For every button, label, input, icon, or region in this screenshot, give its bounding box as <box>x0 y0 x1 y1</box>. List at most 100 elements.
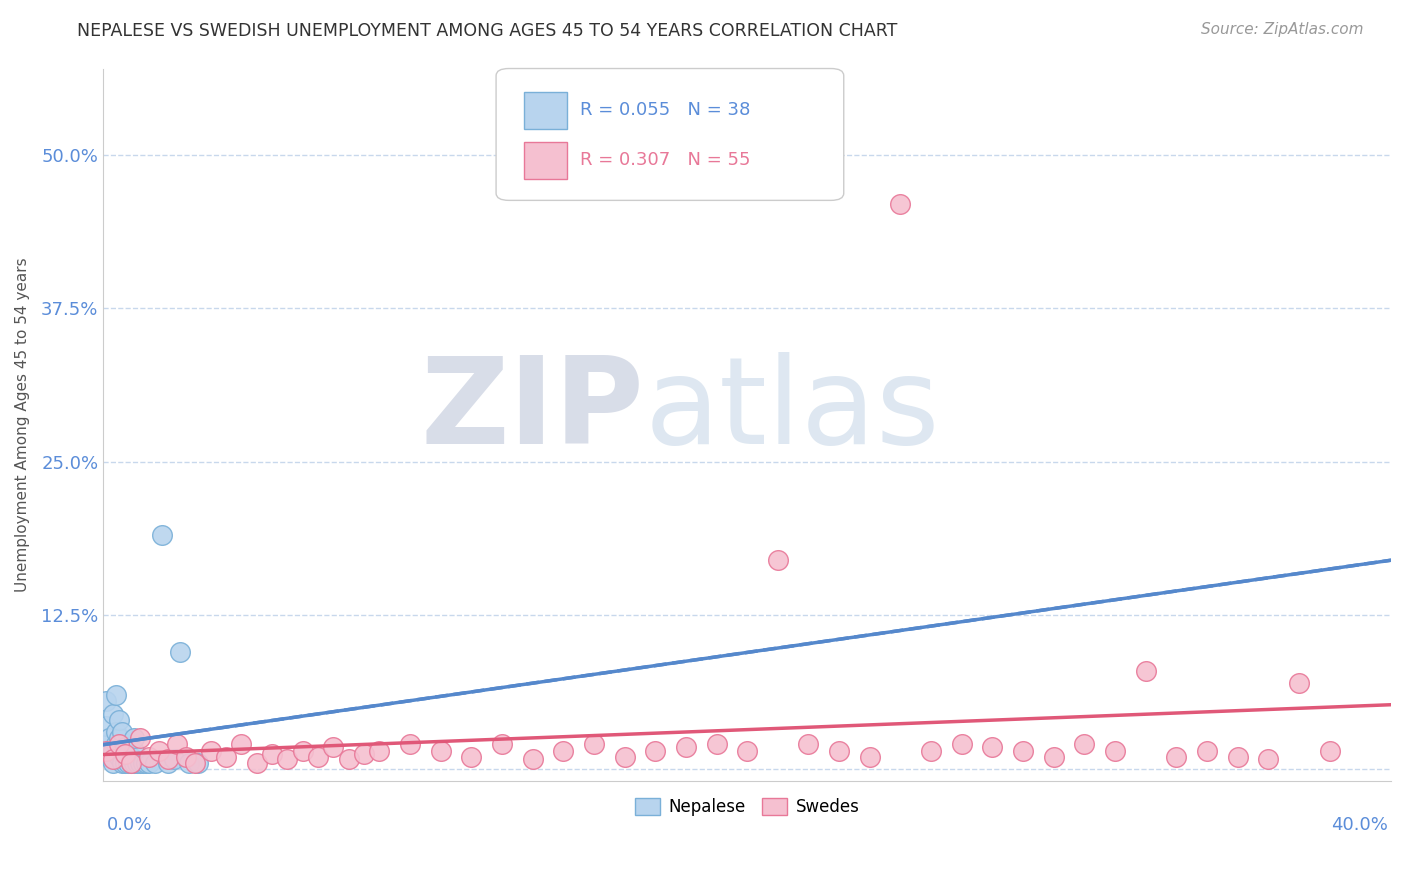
Point <box>138 749 160 764</box>
Point <box>111 756 134 770</box>
Point <box>135 756 157 770</box>
Point <box>1012 743 1035 757</box>
Point <box>104 738 127 752</box>
Point <box>163 752 186 766</box>
Point <box>101 756 124 770</box>
Point <box>104 688 127 702</box>
Point <box>184 756 207 770</box>
Point <box>169 645 191 659</box>
Point <box>706 738 728 752</box>
Point <box>399 738 422 752</box>
Point <box>114 739 136 754</box>
Text: Source: ZipAtlas.com: Source: ZipAtlas.com <box>1201 22 1364 37</box>
Point <box>132 756 155 770</box>
Point <box>1042 749 1064 764</box>
Point <box>187 756 209 770</box>
Point <box>307 749 329 764</box>
Point <box>145 756 167 770</box>
Point <box>101 743 124 757</box>
Point <box>107 749 129 764</box>
Point <box>120 756 142 770</box>
Point <box>981 739 1004 754</box>
Point <box>1195 743 1218 757</box>
Text: NEPALESE VS SWEDISH UNEMPLOYMENT AMONG AGES 45 TO 54 YEARS CORRELATION CHART: NEPALESE VS SWEDISH UNEMPLOYMENT AMONG A… <box>77 22 897 40</box>
Point <box>98 749 121 764</box>
Point <box>174 749 197 764</box>
Point <box>491 738 513 752</box>
Point <box>1257 752 1279 766</box>
Point <box>98 731 121 746</box>
Point <box>231 738 253 752</box>
Point <box>101 706 124 721</box>
Point <box>107 738 129 752</box>
Point <box>337 752 360 766</box>
Point <box>920 743 942 757</box>
Point <box>766 553 789 567</box>
Point <box>675 739 697 754</box>
Point <box>125 756 148 770</box>
Point <box>96 738 118 752</box>
Point <box>1073 738 1095 752</box>
Text: 40.0%: 40.0% <box>1331 815 1388 834</box>
Y-axis label: Unemployment Among Ages 45 to 54 years: Unemployment Among Ages 45 to 54 years <box>15 258 30 592</box>
Point <box>96 694 118 708</box>
Point <box>104 725 127 739</box>
Point <box>111 743 134 757</box>
Point <box>114 747 136 762</box>
Point <box>96 719 118 733</box>
FancyBboxPatch shape <box>524 142 567 179</box>
Text: atlas: atlas <box>644 352 939 469</box>
FancyBboxPatch shape <box>496 69 844 201</box>
Point <box>322 739 344 754</box>
Point <box>120 749 142 764</box>
Point <box>117 747 139 762</box>
Text: R = 0.307   N = 55: R = 0.307 N = 55 <box>579 151 751 169</box>
Point <box>553 743 575 757</box>
Point <box>1104 743 1126 757</box>
Point <box>613 749 636 764</box>
Point <box>644 743 666 757</box>
Point <box>1135 664 1157 678</box>
Point <box>1166 749 1188 764</box>
Point <box>148 743 170 757</box>
Point <box>96 743 118 757</box>
Point <box>276 752 298 766</box>
Point <box>179 756 201 770</box>
Point <box>1226 749 1249 764</box>
Point <box>353 747 375 762</box>
Point <box>122 731 145 746</box>
Point <box>200 743 222 757</box>
Point <box>122 756 145 770</box>
Legend: Nepalese, Swedes: Nepalese, Swedes <box>628 791 866 822</box>
Point <box>1319 743 1341 757</box>
Text: R = 0.055   N = 38: R = 0.055 N = 38 <box>579 101 751 119</box>
Point <box>522 752 544 766</box>
Point <box>156 756 179 770</box>
Point <box>111 725 134 739</box>
Point <box>735 743 758 757</box>
Point <box>150 528 173 542</box>
Point <box>117 756 139 770</box>
Point <box>859 749 882 764</box>
Point <box>429 743 451 757</box>
Text: ZIP: ZIP <box>420 352 644 469</box>
Point <box>138 756 160 770</box>
Point <box>889 196 911 211</box>
Point <box>950 738 973 752</box>
Point <box>828 743 851 757</box>
Point <box>291 743 314 757</box>
Point <box>122 743 145 757</box>
Point <box>460 749 482 764</box>
Point <box>107 731 129 746</box>
Point <box>156 752 179 766</box>
Point <box>129 756 152 770</box>
Point <box>246 756 269 770</box>
Point <box>215 749 238 764</box>
Point <box>368 743 391 757</box>
Point <box>582 738 605 752</box>
Point <box>120 756 142 770</box>
Point <box>129 731 152 746</box>
FancyBboxPatch shape <box>524 92 567 129</box>
Point <box>107 713 129 727</box>
Point <box>114 756 136 770</box>
